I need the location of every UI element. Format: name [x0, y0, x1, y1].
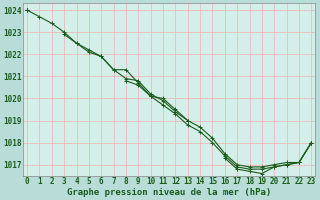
X-axis label: Graphe pression niveau de la mer (hPa): Graphe pression niveau de la mer (hPa)	[67, 188, 271, 197]
